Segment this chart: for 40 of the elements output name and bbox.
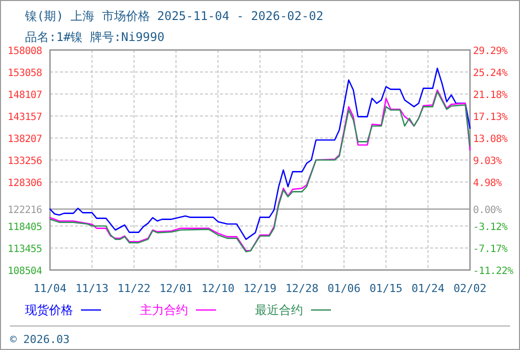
y2-tick-label: -11.22% <box>473 266 514 277</box>
x-tick-label: 12/10 <box>201 282 235 295</box>
y2-tick-label: 9.03% <box>473 156 502 168</box>
y-tick-label: 138207 <box>8 134 42 145</box>
x-tick-label: 01/15 <box>369 282 403 295</box>
legend-label: 最近合约 <box>255 303 303 317</box>
y-tick-label: 133256 <box>8 156 42 167</box>
x-tick-label: 11/22 <box>117 282 151 295</box>
y-tick-label: 143157 <box>8 112 42 123</box>
x-tick-label: 12/01 <box>159 282 193 295</box>
x-tick-label: 12/28 <box>285 282 319 295</box>
x-tick-label: 12/19 <box>243 282 277 295</box>
y2-tick-label: -3.12% <box>473 222 508 234</box>
y2-tick-label: 13.08% <box>473 134 508 146</box>
y2-tick-label: 0.00% <box>473 205 502 216</box>
x-tick-label: 11/13 <box>75 282 109 295</box>
y2-tick-label: 17.13% <box>473 112 508 124</box>
y-tick-label: 148107 <box>8 90 42 101</box>
y-tick-label: 113455 <box>8 244 42 255</box>
y2-tick-label: 4.98% <box>473 178 502 190</box>
x-tick-label: 01/06 <box>327 282 361 295</box>
y2-tick-label: 21.18% <box>473 90 508 102</box>
y-tick-label: 118405 <box>8 222 42 233</box>
y-tick-label: 158008 <box>8 46 42 57</box>
chart-title: 镍(期) 上海 市场价格 2025-11-04 - 2026-02-02 <box>24 9 324 23</box>
line-series <box>49 68 471 240</box>
x-tick-label: 01/24 <box>411 282 445 295</box>
legend-label: 现货价格 <box>25 303 73 317</box>
y-tick-label: 122216 <box>8 205 42 216</box>
legend-label: 主力合约 <box>140 303 188 317</box>
y-tick-label: 128306 <box>8 178 42 189</box>
y2-tick-label: -7.17% <box>473 244 508 256</box>
y-tick-label: 153058 <box>8 68 42 79</box>
y2-tick-label: 29.29% <box>473 46 508 57</box>
y-tick-label: 108504 <box>8 266 42 277</box>
text: © 2026.03 <box>10 333 70 346</box>
chart-subtitle: 品名:1#镍 牌号:Ni9990 <box>25 30 164 44</box>
x-tick-label: 02/02 <box>453 282 487 295</box>
y2-tick-label: 25.24% <box>473 68 508 79</box>
x-tick-label: 11/04 <box>33 282 67 295</box>
